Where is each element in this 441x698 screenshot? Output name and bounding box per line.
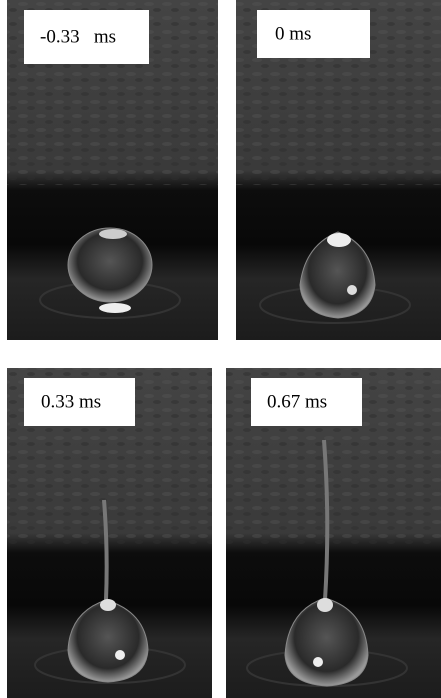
panel: 0.33 ms	[7, 368, 212, 698]
time-label: 0 ms	[275, 23, 311, 44]
figure: -0.33 ms 0 ms 0.33 ms 0.67 ms	[0, 0, 441, 698]
panel: -0.33 ms	[7, 0, 218, 340]
panel: 0.67 ms	[226, 368, 441, 698]
time-label: -0.33 ms	[40, 26, 116, 47]
time-label: 0.67 ms	[267, 391, 327, 412]
label-box	[257, 10, 370, 58]
time-label: 0.33 ms	[41, 391, 101, 412]
page: -0.33 ms 0 ms 0.33 ms 0.67 ms (() => { c…	[0, 0, 441, 698]
panel: 0 ms	[236, 0, 441, 340]
